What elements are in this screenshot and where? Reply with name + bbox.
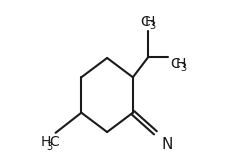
- Text: H: H: [175, 57, 186, 71]
- Text: N: N: [162, 137, 173, 152]
- Text: 3: 3: [150, 21, 156, 31]
- Text: H: H: [145, 15, 155, 29]
- Text: C: C: [49, 136, 59, 149]
- Text: 3: 3: [46, 142, 52, 152]
- Text: H: H: [41, 136, 52, 149]
- Text: C: C: [171, 57, 180, 71]
- Text: 3: 3: [180, 63, 186, 73]
- Text: C: C: [140, 15, 150, 29]
